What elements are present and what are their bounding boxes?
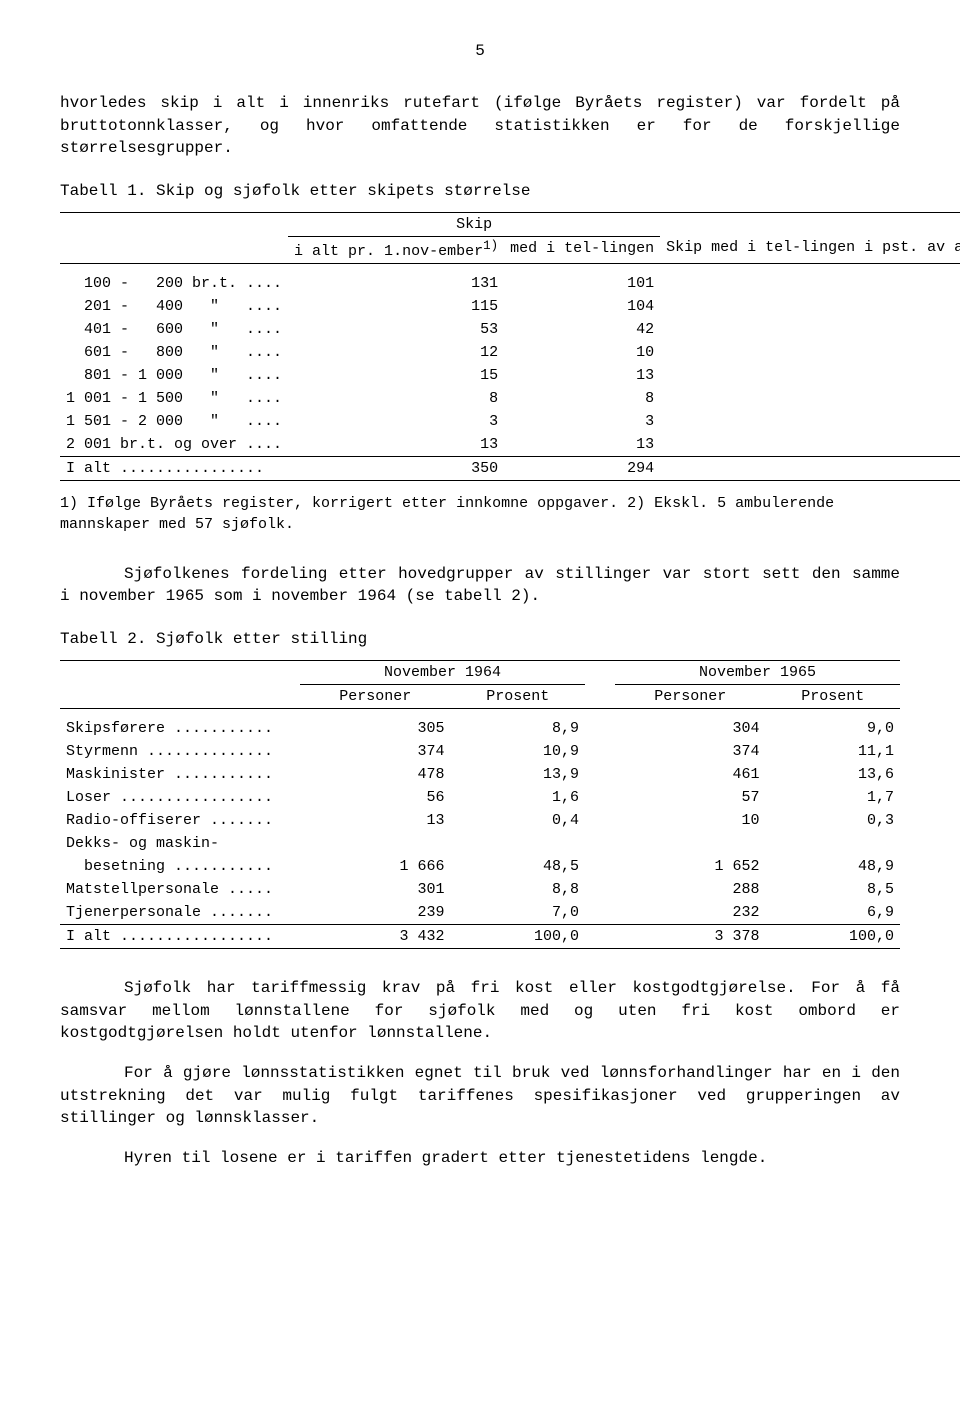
t2-head-pros1: Prosent xyxy=(451,685,585,709)
table1-row: 100 - 200 br.t. ....1311017774466890 xyxy=(60,272,960,295)
table2-row: Loser .................561,6571,7 xyxy=(60,786,900,809)
t1-label: 801 - 1 000 " .... xyxy=(60,364,288,387)
t2-label: Dekks- og maskin- xyxy=(60,832,300,855)
t2-head-pers1: Personer xyxy=(300,685,451,709)
t1-head-ialt: i alt pr. 1.nov-ember1) xyxy=(288,236,504,263)
table2-row: Skipsførere ...........3058,93049,0 xyxy=(60,717,900,740)
t2-label: Matstellpersonale ..... xyxy=(60,878,300,901)
table1-total-row: I alt ................ 350 294 84 3 720 … xyxy=(60,456,960,480)
t2-head-pros2: Prosent xyxy=(766,685,900,709)
table2-row: Dekks- og maskin- xyxy=(60,832,900,855)
mid-paragraph: Sjøfolkenes fordeling etter hovedgrupper… xyxy=(60,563,900,608)
t1-label: 1 501 - 2 000 " .... xyxy=(60,410,288,433)
table1-caption: Tabell 1. Skip og sjøfolk etter skipets … xyxy=(60,180,900,202)
table1-row: 401 - 600 " ....53427959150585 xyxy=(60,318,960,341)
t2-head-nov64: November 1964 xyxy=(300,661,585,685)
t1-head-skip: Skip xyxy=(288,212,660,236)
paragraph-5: Hyren til losene er i tariffen gradert e… xyxy=(60,1147,900,1169)
table2-row: Matstellpersonale .....3018,82888,5 xyxy=(60,878,900,901)
intro-paragraph: hvorledes skip i alt i innenriks rutefar… xyxy=(60,92,900,159)
t2-label: Radio-offiserer ....... xyxy=(60,809,300,832)
t1-label: 601 - 800 " .... xyxy=(60,341,288,364)
t2-label: Styrmenn .............. xyxy=(60,740,300,763)
paragraph-4: For å gjøre lønnsstatistikken egnet til … xyxy=(60,1062,900,1129)
table1-row: 601 - 800 " ....12108316614688 xyxy=(60,341,960,364)
table1: Skip i alt pr. 1.nov-ember1) med i tel-l… xyxy=(60,212,960,481)
t2-label: Loser ................. xyxy=(60,786,300,809)
t1-head-medi: med i tel-lingen xyxy=(504,236,660,263)
table2-row: Radio-offiserer .......130,4100,3 xyxy=(60,809,900,832)
page-number: 5 xyxy=(60,40,900,62)
t2-label: besetning ........... xyxy=(60,855,300,878)
table2-row: besetning ...........1 66648,51 65248,9 xyxy=(60,855,900,878)
t1-label: 201 - 400 " .... xyxy=(60,295,288,318)
table1-row: 2 001 br.t. og over ....131310063355387 xyxy=(60,433,960,457)
table2: November 1964 November 1965 Personer Pro… xyxy=(60,660,900,949)
table1-row: 1 501 - 2 000 " ....33100726388 xyxy=(60,410,960,433)
table2-row: Tjenerpersonale .......2397,02326,9 xyxy=(60,901,900,925)
t2-head-nov65: November 1965 xyxy=(615,661,900,685)
table2-row: Styrmenn ..............37410,937411,1 xyxy=(60,740,900,763)
t1-head-skipmed: Skip med i tel-lingen i pst. av alle ski… xyxy=(660,236,960,263)
t2-label: Tjenerpersonale ....... xyxy=(60,901,300,925)
t1-label: 1 001 - 1 500 " .... xyxy=(60,387,288,410)
table2-total-row: I alt ................. 3 432 100,0 3 37… xyxy=(60,925,900,949)
table1-row: 801 - 1 000 " ....15138726823086 xyxy=(60,364,960,387)
table1-row: 201 - 400 " ....115104901 0691 00594 xyxy=(60,295,960,318)
table1-row: 1 001 - 1 500 " ....8810017715185 xyxy=(60,387,960,410)
t1-label: 100 - 200 br.t. .... xyxy=(60,272,288,295)
table2-caption: Tabell 2. Sjøfolk etter stilling xyxy=(60,628,900,650)
table1-footnote: 1) Ifølge Byråets register, korrigert et… xyxy=(60,493,900,535)
t2-label: Maskinister ........... xyxy=(60,763,300,786)
t2-label: Skipsførere ........... xyxy=(60,717,300,740)
t1-label: 401 - 600 " .... xyxy=(60,318,288,341)
t1-label: 2 001 br.t. og over .... xyxy=(60,433,288,457)
table2-row: Maskinister ...........47813,946113,6 xyxy=(60,763,900,786)
t2-head-pers2: Personer xyxy=(615,685,766,709)
paragraph-3: Sjøfolk har tariffmessig krav på fri kos… xyxy=(60,977,900,1044)
